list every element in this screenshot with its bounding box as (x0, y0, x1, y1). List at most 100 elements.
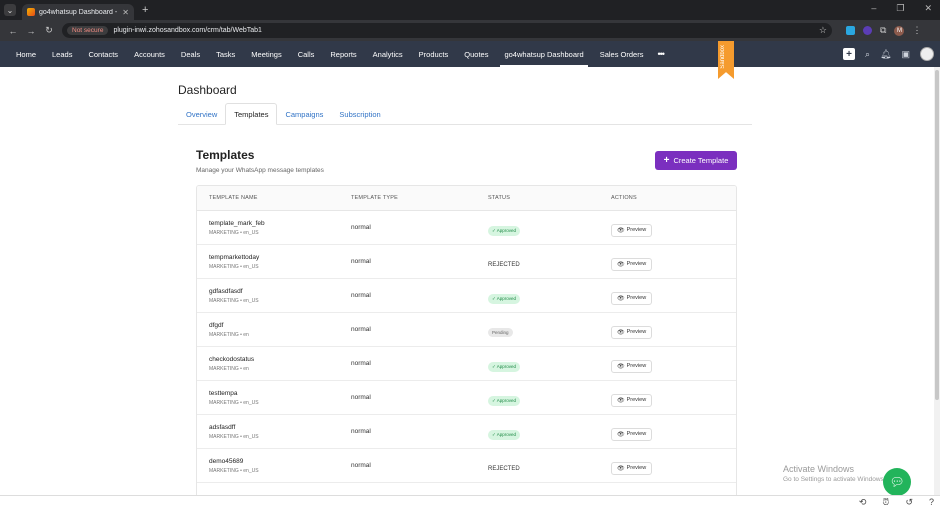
eye-icon: 👁︎ (617, 329, 625, 336)
template-name-cell: testtempa MARKETING • en_US (197, 390, 351, 406)
template-name-cell: template_mark_feb MARKETING • en_US (197, 220, 351, 236)
table-body: template_mark_feb MARKETING • en_US norm… (197, 211, 736, 509)
nav-right-tools: + ⌕ 🔔︎ ▣ (843, 47, 934, 61)
nav-item-leads[interactable]: Leads (52, 49, 73, 59)
address-bar-row: ← → ↻ Not secure plugin-inwi.zohosandbox… (0, 20, 940, 41)
eye-icon: 👁︎ (617, 431, 625, 438)
template-type: normal (351, 292, 371, 299)
alarm-icon[interactable]: ⏰︎ (882, 497, 890, 507)
template-name[interactable]: checkodostatus (209, 355, 255, 363)
extension-icon[interactable] (863, 26, 872, 35)
status-cell: REJECTED (488, 457, 611, 475)
template-name[interactable]: gdfasdfasdf (209, 287, 243, 295)
template-name[interactable]: dfgdf (209, 321, 224, 329)
nav-item-deals[interactable]: Deals (180, 49, 201, 59)
table-row: checkodostatus MARKETING • en normal ✓ A… (197, 347, 736, 381)
tab-subscription[interactable]: Subscription (339, 109, 381, 119)
preview-button[interactable]: 👁︎ Preview (611, 427, 653, 441)
not-secure-badge[interactable]: Not secure (67, 26, 109, 35)
actions-cell: 👁︎ Preview (611, 219, 736, 237)
recent-icon[interactable]: ↺ (905, 497, 913, 507)
template-name-cell: demo45689 MARKETING • en_US (197, 458, 351, 474)
nav-item-meetings[interactable]: Meetings (251, 49, 282, 59)
tab-search-icon[interactable]: ⌄ (4, 4, 16, 16)
calendar-icon[interactable]: ▣ (901, 48, 910, 59)
nav-item-sales-orders[interactable]: Sales Orders (599, 49, 644, 59)
status-cell: REJECTED (488, 253, 611, 271)
nav-item-calls[interactable]: Calls (297, 49, 315, 59)
nav-item-home[interactable]: Home (16, 49, 37, 59)
eye-icon: 👁︎ (617, 261, 625, 268)
table-row: tempmarkettoday MARKETING • en_US normal… (197, 245, 736, 279)
bookmark-star-icon[interactable]: ☆ (818, 25, 827, 35)
tab-campaigns[interactable]: Campaigns (285, 109, 324, 119)
eye-icon: 👁︎ (617, 363, 625, 370)
maximize-icon[interactable]: ❐ (896, 3, 905, 13)
preview-button[interactable]: 👁︎ Preview (611, 291, 653, 305)
tab-templates[interactable]: Templates (225, 103, 278, 125)
browser-tab[interactable]: go4whatsup Dashboard - ✕ (22, 4, 134, 20)
preview-label: Preview (626, 363, 647, 369)
preview-button[interactable]: 👁︎ Preview (611, 223, 653, 237)
template-meta: MARKETING • en_US (209, 467, 259, 474)
extension-icon[interactable] (846, 26, 855, 35)
help-icon[interactable]: ? (928, 497, 934, 507)
preview-label: Preview (626, 227, 647, 233)
actions-cell: 👁︎ Preview (611, 389, 736, 407)
nav-item-go4whatsup-dashboard[interactable]: go4whatsup Dashboard (496, 41, 591, 67)
nav-item-quotes[interactable]: Quotes (464, 49, 489, 59)
back-icon[interactable]: ← (8, 25, 18, 36)
scrollbar-thumb[interactable] (935, 70, 939, 400)
template-name[interactable]: adsfasdff (209, 423, 236, 431)
template-meta: MARKETING • en_US (209, 399, 259, 406)
window-close-icon[interactable]: ✕ (924, 3, 932, 13)
template-name[interactable]: tempmarkettoday (209, 253, 260, 261)
preview-button[interactable]: 👁︎ Preview (611, 325, 653, 339)
nav-item-analytics[interactable]: Analytics (372, 49, 403, 59)
template-type: normal (351, 258, 371, 265)
user-avatar[interactable] (920, 47, 934, 61)
preview-button[interactable]: 👁︎ Preview (611, 257, 653, 271)
status-text: REJECTED (488, 261, 520, 268)
status-cell: ✓ Approved (488, 287, 611, 305)
templates-table: TEMPLATE NAME TEMPLATE TYPE STATUS ACTIO… (196, 185, 737, 509)
status-cell: ✓ Approved (488, 219, 611, 237)
chat-button[interactable]: 💬︎ (883, 468, 911, 496)
forward-icon[interactable]: → (26, 25, 36, 36)
nav-item-contacts[interactable]: Contacts (88, 49, 119, 59)
status-cell: ✓ Approved (488, 389, 611, 407)
browser-menu-icon[interactable]: ⋮ (912, 25, 922, 35)
new-tab-icon[interactable]: + (142, 4, 149, 16)
bell-icon[interactable]: 🔔︎ (880, 48, 892, 59)
preview-button[interactable]: 👁︎ Preview (611, 359, 653, 373)
reload-icon[interactable]: ↻ (45, 25, 53, 35)
history-icon[interactable]: ⟲ (858, 497, 867, 507)
template-name[interactable]: testtempa (209, 389, 238, 397)
omnibox[interactable]: Not secure plugin-inwi.zohosandbox.com/c… (62, 23, 832, 38)
url-text[interactable]: plugin-inwi.zohosandbox.com/crm/tab/WebT… (113, 27, 262, 34)
template-type: normal (351, 224, 371, 231)
tab-overview[interactable]: Overview (186, 109, 218, 119)
table-row: dfgdf MARKETING • en normal Pending 👁︎ Pr… (197, 313, 736, 347)
create-template-label: Create Template (673, 156, 729, 165)
preview-button[interactable]: 👁︎ Preview (611, 461, 653, 475)
nav-item-products[interactable]: Products (418, 49, 449, 59)
profile-avatar[interactable]: M (894, 25, 905, 36)
template-name[interactable]: demo45689 (209, 457, 244, 465)
nav-item-reports[interactable]: Reports (330, 49, 357, 59)
template-type: normal (351, 462, 371, 469)
nav-item-accounts[interactable]: Accounts (134, 49, 165, 59)
quick-create-button[interactable]: + (843, 48, 855, 60)
nav-more-icon[interactable]: ••• (657, 49, 664, 59)
preview-button[interactable]: 👁︎ Preview (611, 393, 653, 407)
chat-icon: 💬︎ (889, 475, 905, 489)
plus-icon: + (663, 155, 670, 166)
browser-tab-strip: ⌄ go4whatsup Dashboard - ✕ + – ❐ ✕ (0, 0, 940, 20)
template-name[interactable]: template_mark_feb (209, 219, 265, 227)
search-icon[interactable]: ⌕ (865, 48, 871, 59)
minimize-icon[interactable]: – (871, 3, 877, 13)
nav-item-tasks[interactable]: Tasks (216, 49, 236, 59)
close-icon[interactable]: ✕ (122, 7, 129, 17)
puzzle-icon[interactable]: ⧉ (880, 25, 887, 35)
create-template-button[interactable]: + Create Template (655, 151, 737, 170)
